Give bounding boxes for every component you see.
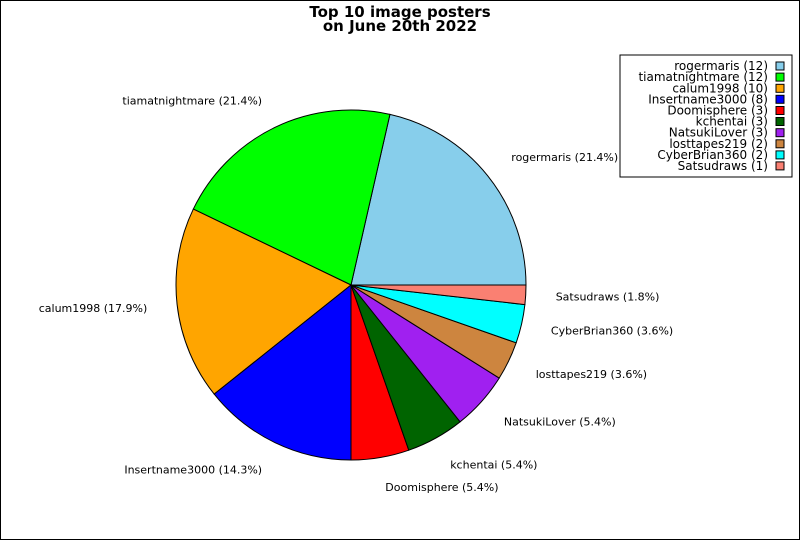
slice-label-NatsukiLover: NatsukiLover (5.4%) [504,416,616,429]
slice-label-rogermaris: rogermaris (21.4%) [511,151,618,164]
slice-label-tiamatnightmare: tiamatnightmare (21.4%) [122,94,262,107]
legend-swatch-NatsukiLover [775,128,785,138]
pie-slice-Insertname3000 [213,283,352,461]
legend-label-Satsudraws: Satsudraws (1) [678,159,768,173]
legend-label-losttapes219: losttapes219 (2) [669,137,768,151]
chart-title-line-1: Top 10 image posters [309,3,490,21]
legend-swatch-Doomisphere [775,106,785,115]
legend-label-tiamatnightmare: tiamatnightmare (12) [638,70,768,84]
slice-label-Satsudraws: Satsudraws (1.8%) [556,291,660,304]
legend-label-Insertname3000: Insertname3000 (8) [648,92,768,106]
legend-swatch-Satsudraws [775,161,785,171]
legend-swatch-CyberBrian360 [775,150,785,160]
slice-label-calum1998: calum1998 (17.9%) [39,302,148,315]
legend-swatch-tiamatnightmare [775,72,785,82]
pie-slice-Satsudraws [350,284,527,306]
pie-slice-calum1998 [175,208,352,395]
legend-label-NatsukiLover: NatsukiLover (3) [669,126,768,140]
legend-box [619,54,793,178]
legend-label-Doomisphere: Doomisphere (3) [667,104,768,118]
legend-label-kchentai: kchentai (3) [696,115,768,129]
legend-swatch-losttapes219 [775,139,785,149]
legend-swatch-calum1998 [775,83,785,93]
slice-label-CyberBrian360: CyberBrian360 (3.6%) [551,325,673,338]
legend-label-calum1998: calum1998 (10) [672,81,768,95]
chart-title-line-2: on June 20th 2022 [323,17,477,35]
slice-label-kchentai: kchentai (5.4%) [450,458,537,471]
legend-label-CyberBrian360: CyberBrian360 (2) [657,148,768,162]
legend-label-rogermaris: rogermaris (12) [674,59,768,73]
legend: rogermaris (12)tiamatnightmare (12)calum… [619,54,793,178]
legend-swatch-kchentai [775,117,785,126]
pie-slice-tiamatnightmare [192,109,391,286]
pie-slice-rogermaris [350,113,527,286]
slice-labels: rogermaris (21.4%) tiamatnightmare (21.4%… [39,94,673,494]
slice-label-Doomisphere: Doomisphere (5.4%) [385,481,498,494]
legend-swatch-Insertname3000 [775,94,785,104]
slice-label-losttapes219: losttapes219 (3.6%) [536,368,647,381]
slice-label-Insertname3000: Insertname3000 (14.3%) [124,464,262,477]
legend-swatch-rogermaris [775,61,785,71]
pie-slices [175,109,527,461]
